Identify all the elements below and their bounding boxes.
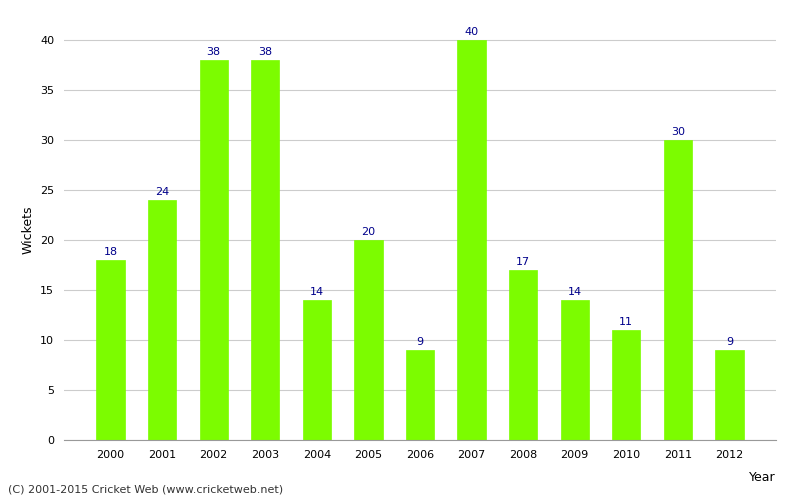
Bar bbox=[715, 350, 744, 440]
Bar bbox=[302, 300, 331, 440]
Bar bbox=[199, 60, 228, 440]
Text: 38: 38 bbox=[206, 47, 221, 57]
Text: 18: 18 bbox=[103, 247, 118, 257]
Text: 17: 17 bbox=[516, 257, 530, 267]
Text: Year: Year bbox=[750, 470, 776, 484]
Text: 20: 20 bbox=[362, 227, 375, 237]
Text: 9: 9 bbox=[726, 337, 733, 347]
Bar bbox=[96, 260, 125, 440]
Bar bbox=[561, 300, 589, 440]
Text: 24: 24 bbox=[155, 187, 170, 197]
Text: 30: 30 bbox=[671, 127, 685, 137]
Bar bbox=[664, 140, 692, 440]
Text: 38: 38 bbox=[258, 47, 272, 57]
Bar bbox=[458, 40, 486, 440]
Text: 14: 14 bbox=[310, 287, 324, 297]
Text: (C) 2001-2015 Cricket Web (www.cricketweb.net): (C) 2001-2015 Cricket Web (www.cricketwe… bbox=[8, 485, 283, 495]
Bar bbox=[251, 60, 279, 440]
Text: 40: 40 bbox=[465, 27, 478, 37]
Bar bbox=[148, 200, 176, 440]
Bar bbox=[406, 350, 434, 440]
Bar bbox=[509, 270, 538, 440]
Text: 14: 14 bbox=[568, 287, 582, 297]
Y-axis label: Wickets: Wickets bbox=[22, 206, 34, 254]
Text: 9: 9 bbox=[417, 337, 423, 347]
Bar bbox=[354, 240, 382, 440]
Bar bbox=[612, 330, 641, 440]
Text: 11: 11 bbox=[619, 317, 634, 327]
